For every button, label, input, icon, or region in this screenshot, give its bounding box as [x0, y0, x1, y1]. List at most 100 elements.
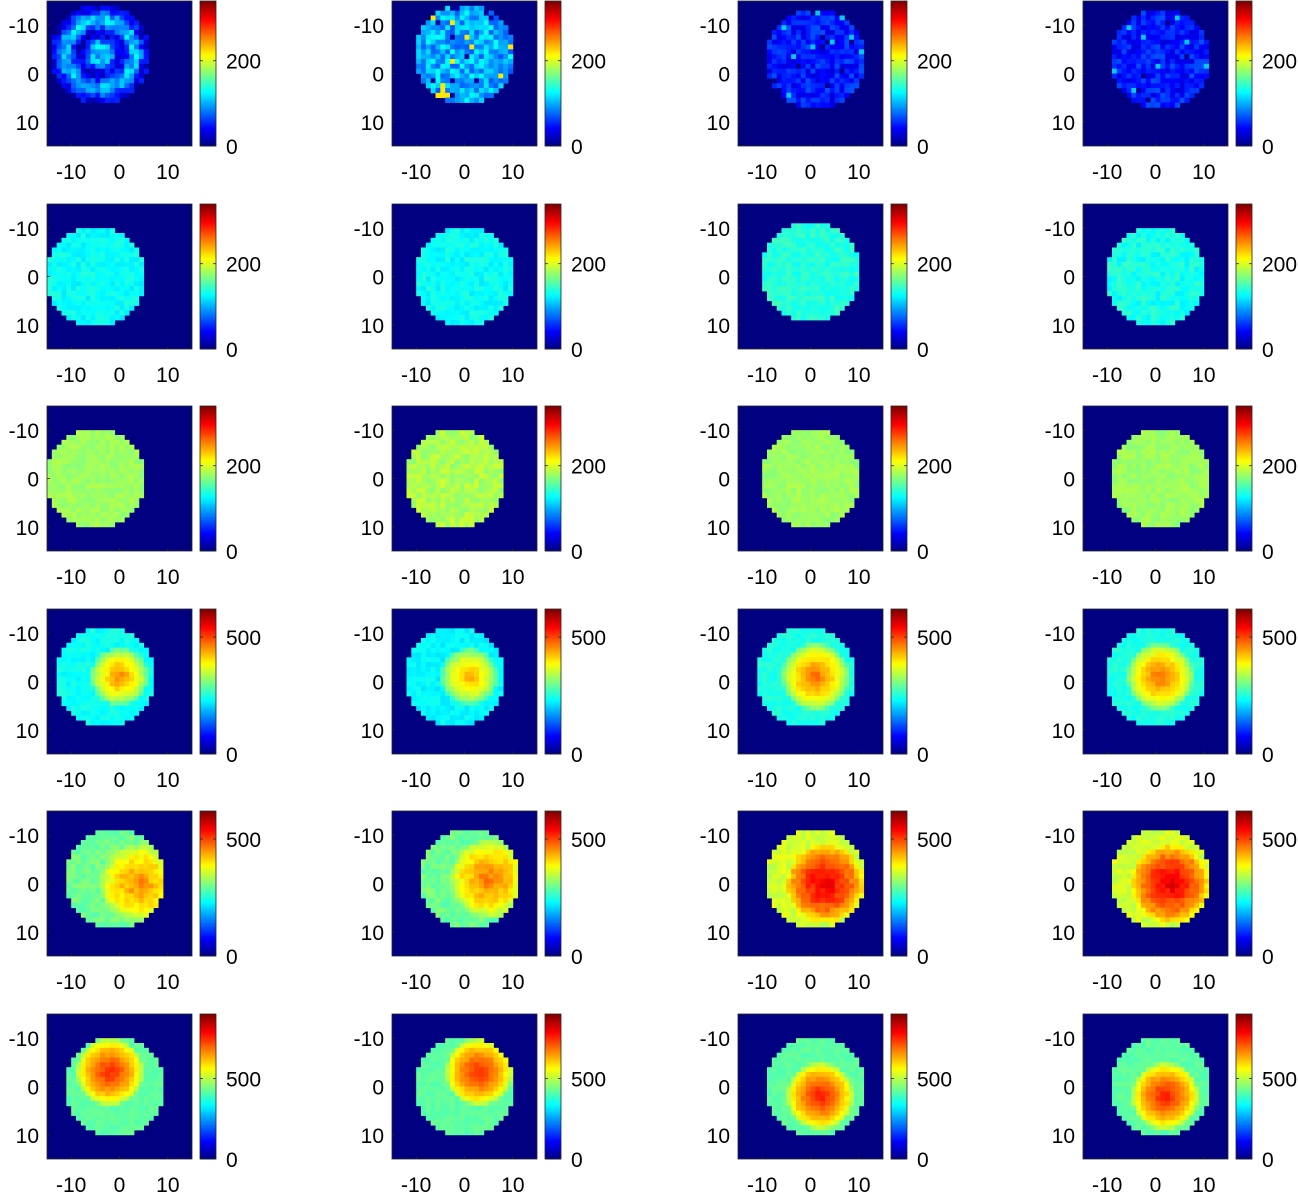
colorbar-segment: [891, 492, 907, 495]
heatmap-cell: [454, 483, 461, 489]
heatmap-cell: [100, 464, 106, 470]
heatmap-cell: [119, 88, 125, 94]
heatmap-cell: [786, 295, 792, 302]
heatmap-cell: [1121, 507, 1127, 513]
heatmap-cell: [1170, 30, 1176, 36]
heatmap-cell: [1160, 430, 1166, 436]
heatmap-cell: [854, 286, 860, 292]
heatmap-cell: [1155, 300, 1161, 306]
heatmap-cell: [796, 300, 802, 306]
heatmap-cell: [440, 488, 446, 494]
colorbar-segment: [891, 278, 907, 282]
heatmap-cell: [810, 483, 816, 489]
heatmap-cell: [450, 83, 456, 89]
heatmap-cell: [1179, 468, 1185, 475]
heatmap-cell: [493, 300, 499, 306]
heatmap-cell: [498, 295, 504, 302]
heatmap-cell: [95, 493, 101, 499]
colorbar-segment: [200, 546, 216, 550]
heatmap-cell: [464, 228, 470, 234]
heatmap-cell: [810, 20, 816, 26]
heatmap-cell: [85, 517, 91, 523]
heatmap-cell: [85, 49, 91, 55]
heatmap-cell: [1116, 44, 1123, 50]
heatmap-cell: [1112, 44, 1118, 50]
heatmap-cell: [791, 257, 797, 263]
heatmap-cell: [1145, 454, 1152, 460]
heatmap-cell: [430, 266, 436, 273]
heatmap-cell: [810, 473, 816, 479]
heatmap-cell: [820, 464, 826, 470]
colorbar-segment: [545, 412, 561, 416]
heatmap-cell: [1131, 271, 1137, 277]
colorbar-segment: [1236, 330, 1252, 334]
heatmap-cell: [1160, 435, 1166, 441]
heatmap-cell: [781, 507, 787, 513]
heatmap-cell: [479, 468, 485, 475]
heatmap-cell: [138, 483, 145, 489]
heatmap-cell: [114, 266, 120, 273]
heatmap-cell: [781, 49, 787, 55]
colorbar-segment: [891, 55, 907, 59]
colorbar-segment: [200, 292, 216, 296]
colorbar-segment: [200, 10, 216, 13]
heatmap-cell: [844, 25, 850, 31]
colorbar-segment: [891, 523, 907, 527]
heatmap-cell: [459, 20, 465, 26]
heatmap-cell: [825, 252, 831, 258]
colorbar-segment: [200, 535, 216, 538]
heatmap-cell: [1145, 25, 1152, 31]
heatmap-cells: [406, 430, 504, 528]
heatmap-cell: [90, 44, 96, 50]
colorbar-segment: [1236, 217, 1252, 221]
heatmap-cell: [854, 252, 860, 258]
heatmap-cell: [1116, 39, 1123, 45]
heatmap-cell: [430, 271, 436, 277]
x-tick-label: 10: [501, 566, 524, 589]
heatmap-cell: [1136, 271, 1142, 277]
heatmap-cell: [834, 464, 840, 470]
colorbar-segment: [545, 89, 561, 93]
heatmap-cell: [820, 295, 826, 302]
heatmap-cell: [1131, 300, 1137, 306]
heatmap-cell: [1174, 15, 1181, 21]
colorbar-segment: [891, 48, 907, 52]
colorbar-segment: [891, 476, 907, 479]
heatmap-cell: [508, 49, 514, 55]
heatmap-cell: [488, 266, 494, 273]
heatmap-cell: [791, 63, 797, 70]
colorbar-segment: [1236, 222, 1252, 225]
heatmap-cell: [138, 473, 145, 479]
y-tick-label: -10: [354, 218, 384, 241]
heatmap-cell: [469, 497, 475, 504]
heatmap-cell: [100, 522, 106, 528]
heatmap-cell: [1131, 88, 1137, 94]
heatmap-cell: [450, 502, 456, 508]
heatmap-cell: [61, 507, 67, 513]
colorbar-segment: [891, 467, 907, 470]
colorbar-segment: [200, 521, 216, 525]
colorbar-segment: [891, 118, 907, 122]
heatmap-cell: [71, 497, 77, 504]
heatmap-cell: [85, 493, 91, 499]
heatmap-cell: [1184, 88, 1190, 94]
colorbar-segment: [891, 64, 907, 68]
heatmap-cell: [771, 493, 778, 499]
heatmap-cell: [1203, 59, 1210, 65]
heatmap-cell: [1141, 439, 1147, 446]
heatmap-cell: [129, 459, 135, 465]
heatmap-cell: [1136, 39, 1142, 45]
heatmap-cell: [805, 63, 811, 70]
heatmap-cell: [1189, 444, 1195, 450]
heatmap-cell: [61, 30, 67, 36]
heatmap-cell: [129, 73, 135, 79]
heatmap-cell: [844, 286, 850, 292]
heatmap-cell: [483, 497, 490, 504]
heatmap-cell: [829, 276, 836, 282]
heatmap-cell: [90, 310, 96, 316]
heatmap-cell: [1155, 497, 1161, 504]
heatmap-cell: [1126, 266, 1132, 273]
heatmap-cell: [100, 252, 106, 258]
heatmap-cell: [498, 78, 504, 84]
